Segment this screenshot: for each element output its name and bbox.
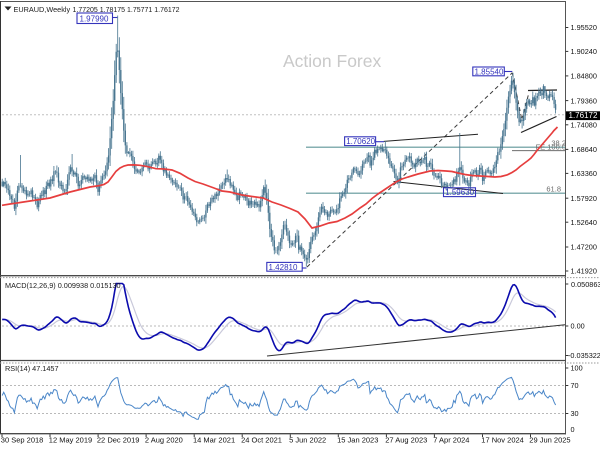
svg-text:1.90240: 1.90240: [571, 47, 597, 56]
svg-text:0.050863: 0.050863: [571, 280, 600, 289]
svg-text:EURAUD,Weekly: EURAUD,Weekly: [14, 5, 71, 14]
svg-text:15 Jan 2023: 15 Jan 2023: [337, 436, 378, 445]
svg-text:1.63360: 1.63360: [571, 169, 597, 178]
svg-text:12 May 2019: 12 May 2019: [49, 436, 92, 445]
svg-text:24 Oct 2021: 24 Oct 2021: [241, 436, 282, 445]
svg-text:1.85540: 1.85540: [475, 67, 504, 76]
svg-text:1.42810: 1.42810: [269, 263, 298, 272]
svg-text:1.97990: 1.97990: [80, 15, 109, 24]
svg-text:FE 100.0: FE 100.0: [536, 143, 566, 152]
svg-text:1.74080: 1.74080: [571, 121, 597, 130]
svg-text:2 Aug 2020: 2 Aug 2020: [145, 436, 183, 445]
svg-text:MACD(12,26,9) 0.009938 0.01513: MACD(12,26,9) 0.009938 0.015130: [5, 281, 121, 290]
svg-text:-0.035322: -0.035322: [568, 351, 600, 360]
svg-text:0.00: 0.00: [571, 322, 585, 331]
svg-text:27 Aug 2023: 27 Aug 2023: [385, 436, 427, 445]
svg-text:1.76172: 1.76172: [569, 111, 598, 120]
svg-text:14 Mar 2021: 14 Mar 2021: [193, 436, 235, 445]
svg-text:RSI(14) 47.1457: RSI(14) 47.1457: [5, 364, 59, 373]
svg-text:1.79360: 1.79360: [571, 96, 597, 105]
svg-text:Action Forex: Action Forex: [283, 51, 381, 71]
svg-text:5 Jun 2022: 5 Jun 2022: [289, 436, 326, 445]
svg-text:1.77205 1.78175 1.75771 1.7617: 1.77205 1.78175 1.75771 1.76172: [73, 7, 180, 14]
svg-text:1.70620: 1.70620: [346, 137, 375, 146]
svg-text:1.68640: 1.68640: [571, 145, 597, 154]
svg-text:22 Dec 2019: 22 Dec 2019: [97, 436, 140, 445]
svg-text:0: 0: [571, 425, 575, 434]
svg-text:1.84800: 1.84800: [571, 72, 597, 81]
svg-text:1.41920: 1.41920: [571, 267, 597, 276]
svg-text:30 Sep 2018: 30 Sep 2018: [1, 436, 44, 445]
svg-text:7 Apr 2024: 7 Apr 2024: [433, 436, 469, 445]
svg-text:1.95520: 1.95520: [571, 23, 597, 32]
svg-text:1.47200: 1.47200: [571, 243, 597, 252]
svg-text:38.2: 38.2: [551, 139, 566, 148]
svg-text:61.8: 61.8: [546, 185, 561, 194]
svg-text:17 Nov 2024: 17 Nov 2024: [481, 436, 524, 445]
svg-text:30: 30: [571, 409, 579, 418]
svg-text:100: 100: [571, 363, 583, 372]
svg-text:29 Jun 2025: 29 Jun 2025: [529, 436, 570, 445]
svg-text:1.57920: 1.57920: [571, 194, 597, 203]
svg-text:1.59630: 1.59630: [445, 188, 474, 197]
svg-text:1.52640: 1.52640: [571, 218, 597, 227]
svg-text:70: 70: [571, 381, 579, 390]
